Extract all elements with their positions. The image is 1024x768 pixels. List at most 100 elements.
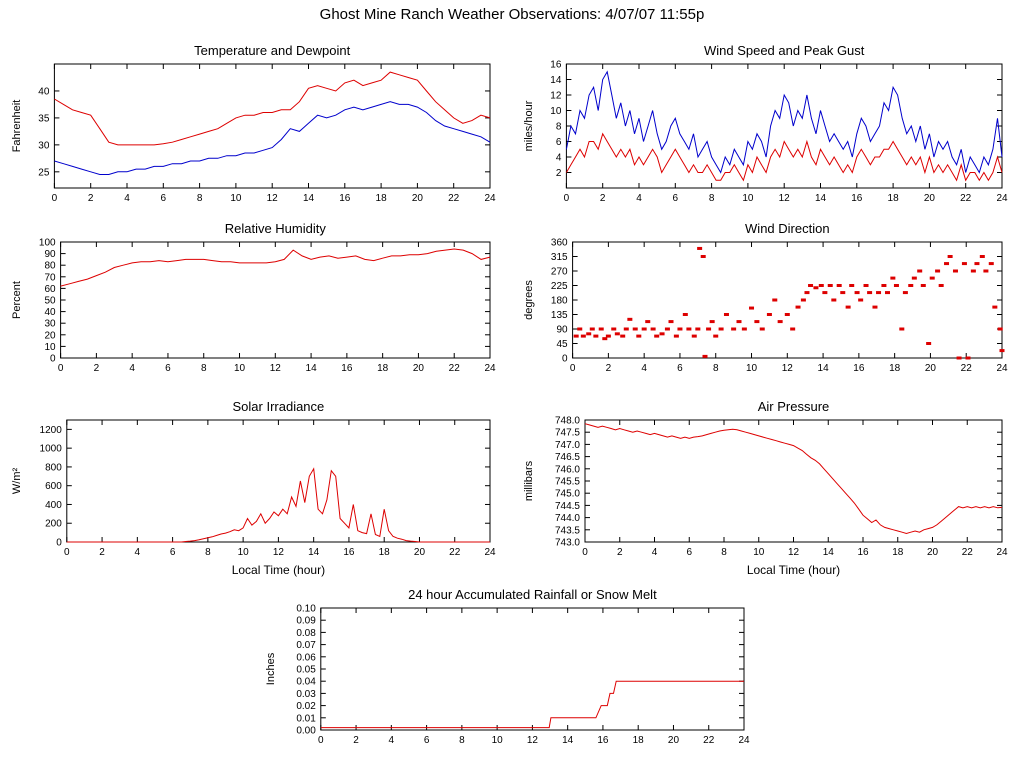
svg-text:Wind Direction: Wind Direction — [745, 221, 830, 236]
svg-text:10: 10 — [742, 193, 754, 204]
svg-text:10: 10 — [753, 547, 765, 558]
svg-text:24: 24 — [996, 193, 1008, 204]
svg-text:45: 45 — [556, 339, 568, 350]
relative-humidity-plot: Relative Humidity01020304050607080901000… — [11, 221, 496, 374]
svg-text:8: 8 — [201, 363, 207, 374]
svg-text:0.03: 0.03 — [296, 689, 316, 700]
svg-text:90: 90 — [44, 249, 56, 260]
svg-text:6: 6 — [673, 193, 679, 204]
svg-text:20: 20 — [925, 363, 937, 374]
svg-text:80: 80 — [44, 261, 56, 272]
svg-text:14: 14 — [550, 75, 562, 86]
svg-text:16: 16 — [857, 547, 869, 558]
svg-text:747.0: 747.0 — [555, 440, 580, 451]
svg-text:744.5: 744.5 — [555, 501, 580, 512]
svg-text:746.0: 746.0 — [555, 464, 580, 475]
svg-text:0.01: 0.01 — [296, 713, 316, 724]
svg-text:14: 14 — [562, 735, 574, 746]
svg-text:14: 14 — [818, 363, 830, 374]
svg-text:18: 18 — [633, 735, 645, 746]
svg-text:2: 2 — [99, 547, 105, 558]
svg-text:22: 22 — [448, 193, 460, 204]
svg-text:30: 30 — [44, 319, 56, 330]
svg-text:12: 12 — [550, 91, 562, 102]
svg-text:12: 12 — [270, 363, 282, 374]
svg-text:24: 24 — [996, 363, 1008, 374]
svg-text:18: 18 — [889, 363, 901, 374]
svg-text:8: 8 — [556, 122, 562, 133]
svg-text:20: 20 — [413, 363, 425, 374]
svg-text:20: 20 — [924, 193, 936, 204]
svg-text:0.04: 0.04 — [296, 677, 316, 688]
svg-text:6: 6 — [424, 735, 430, 746]
svg-text:2: 2 — [600, 193, 606, 204]
svg-text:Air Pressure: Air Pressure — [758, 399, 830, 414]
svg-text:24: 24 — [738, 735, 750, 746]
svg-text:25: 25 — [38, 167, 50, 178]
svg-text:10: 10 — [44, 342, 56, 353]
svg-text:30: 30 — [38, 140, 50, 151]
svg-text:14: 14 — [306, 363, 318, 374]
svg-text:0: 0 — [64, 547, 70, 558]
svg-text:4: 4 — [652, 547, 658, 558]
svg-text:16: 16 — [339, 193, 351, 204]
svg-text:0.09: 0.09 — [296, 616, 316, 627]
svg-text:8: 8 — [709, 193, 715, 204]
svg-text:22: 22 — [449, 363, 461, 374]
svg-text:0: 0 — [56, 538, 62, 549]
svg-text:2: 2 — [617, 547, 623, 558]
svg-text:W/m²: W/m² — [11, 468, 23, 495]
svg-text:2: 2 — [353, 735, 359, 746]
svg-text:12: 12 — [779, 193, 791, 204]
svg-text:10: 10 — [492, 735, 504, 746]
air-pressure-plot: Air Pressure 743.0 743.5744.0744.5745.0745… — [523, 399, 1008, 577]
svg-text:24 hour Accumulated Rainfall o: 24 hour Accumulated Rainfall or Snow Mel… — [408, 587, 657, 602]
svg-text:14: 14 — [815, 193, 827, 204]
svg-text:0.00: 0.00 — [296, 726, 316, 737]
svg-text:4: 4 — [129, 363, 135, 374]
svg-text:24: 24 — [484, 193, 496, 204]
svg-text:8: 8 — [721, 547, 727, 558]
svg-text:0.10: 0.10 — [296, 604, 316, 615]
svg-text:744.0: 744.0 — [555, 513, 580, 524]
svg-text:0: 0 — [50, 354, 56, 365]
chart-solar-irradiance: Solar Irradiance 0 200 400 600 800 1000 1200 0 2 4… — [8, 396, 504, 582]
svg-text:747.5: 747.5 — [555, 428, 580, 439]
svg-text:135: 135 — [551, 310, 568, 321]
svg-text:24: 24 — [996, 547, 1008, 558]
svg-text:35: 35 — [38, 113, 50, 124]
svg-text:18: 18 — [379, 547, 391, 558]
svg-text:Local Time (hour): Local Time (hour) — [747, 563, 840, 577]
svg-text:14: 14 — [823, 547, 835, 558]
svg-text:60: 60 — [44, 284, 56, 295]
svg-text:20: 20 — [412, 193, 424, 204]
svg-text:16: 16 — [853, 363, 865, 374]
svg-text:Inches: Inches — [265, 652, 277, 685]
svg-text:225: 225 — [551, 281, 568, 292]
svg-text:0: 0 — [564, 193, 570, 204]
svg-text:360: 360 — [551, 238, 568, 249]
svg-text:745.5: 745.5 — [555, 477, 580, 488]
svg-text:20: 20 — [414, 547, 426, 558]
chart-air-pressure: Air Pressure 743.0 743.5 744.0 744.5 745.0 745… — [520, 396, 1016, 582]
svg-text:400: 400 — [45, 500, 62, 511]
chart-wind-speed-peak-gust: Wind Speed and Peak Gust 2 4 6 8 10 12 14 16 0 2 4 6… — [520, 40, 1016, 210]
svg-text:16: 16 — [341, 363, 353, 374]
svg-text:12: 12 — [782, 363, 794, 374]
chart-accumulated-rainfall: 24 hour Accumulated Rainfall or Snow Mel… — [262, 584, 758, 752]
accumulated-rainfall-plot: 24 hour Accumulated Rainfall or Snow Mel… — [265, 587, 750, 746]
svg-text:6: 6 — [556, 137, 562, 148]
svg-text:4: 4 — [389, 735, 395, 746]
svg-text:4: 4 — [556, 153, 562, 164]
svg-text:0: 0 — [562, 354, 568, 365]
svg-text:4: 4 — [636, 193, 642, 204]
svg-text:16: 16 — [851, 193, 863, 204]
svg-text:0.02: 0.02 — [296, 701, 316, 712]
svg-text:14: 14 — [303, 193, 315, 204]
svg-text:12: 12 — [273, 547, 285, 558]
svg-text:1200: 1200 — [40, 425, 63, 436]
svg-text:miles/hour: miles/hour — [523, 100, 535, 151]
svg-text:16: 16 — [343, 547, 355, 558]
